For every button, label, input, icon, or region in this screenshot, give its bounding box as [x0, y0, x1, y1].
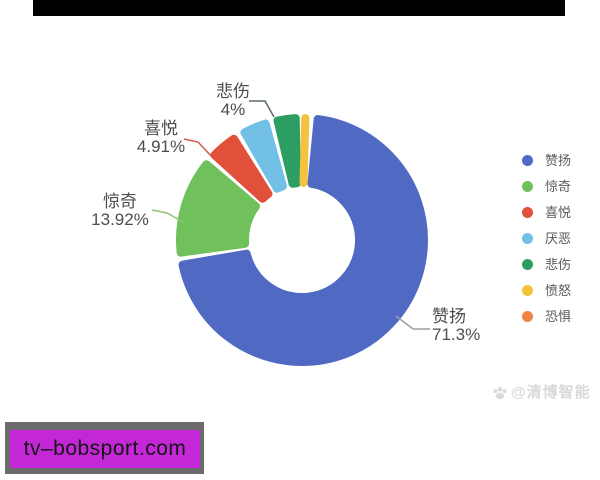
label-line-喜悦 [183, 138, 214, 159]
legend-label: 厌恶 [545, 231, 572, 246]
legend-label: 赞扬 [545, 153, 572, 168]
legend-item-惊奇[interactable]: 惊奇 [522, 180, 571, 193]
legend-label: 惊奇 [545, 179, 572, 194]
legend-swatch [522, 181, 533, 192]
legend-swatch [522, 155, 533, 166]
pie-slice-愤怒[interactable] [299, 114, 310, 188]
legend-swatch [522, 259, 533, 270]
legend-item-赞扬[interactable]: 赞扬 [522, 154, 571, 167]
pie-slice-喜悦[interactable] [210, 134, 273, 203]
legend-label: 悲伤 [545, 257, 572, 272]
legend-item-厌恶[interactable]: 厌恶 [522, 232, 571, 245]
label-surprise-name: 惊奇 [103, 192, 137, 211]
site-banner-inner: tv–bobsport.com [10, 430, 200, 468]
label-surprise: 惊奇 13.92% [75, 193, 165, 229]
label-surprise-value: 13.92% [91, 210, 149, 229]
legend-item-愤怒[interactable]: 愤怒 [522, 284, 571, 297]
pie-slice-惊奇[interactable] [176, 160, 261, 257]
site-banner: tv–bobsport.com [5, 422, 204, 474]
label-joy: 喜悦 4.91% [116, 120, 206, 156]
watermark-text: @清博智能 [511, 384, 591, 401]
label-sadness: 悲伤 4% [188, 83, 278, 119]
label-line-悲伤 [249, 100, 275, 118]
label-joy-value: 4.91% [136, 137, 186, 156]
top-black-bar [33, 0, 565, 16]
legend-label: 愤怒 [545, 283, 572, 298]
pie-slice-厌恶[interactable] [240, 119, 287, 193]
paw-icon [493, 387, 507, 400]
legend-item-喜悦[interactable]: 喜悦 [522, 206, 571, 219]
site-banner-text: tv–bobsport.com [23, 437, 187, 460]
legend-swatch [522, 285, 533, 296]
legend-swatch [522, 311, 533, 322]
legend-swatch [522, 233, 533, 244]
label-sadness-value: 4% [220, 100, 246, 119]
label-praise-value: 71.3% [432, 325, 481, 344]
legend-label: 恐惧 [545, 309, 572, 324]
chart-legend: 赞扬惊奇喜悦厌恶悲伤愤怒恐惧 [522, 154, 571, 323]
label-line-赞扬 [395, 315, 430, 330]
label-joy-name: 喜悦 [144, 119, 178, 138]
watermark: @清博智能 [492, 384, 591, 402]
label-line-惊奇 [151, 209, 186, 224]
pie-slice-悲伤[interactable] [273, 114, 301, 188]
legend-item-悲伤[interactable]: 悲伤 [522, 258, 571, 271]
label-sadness-name: 悲伤 [216, 82, 250, 101]
legend-item-恐惧[interactable]: 恐惧 [522, 310, 571, 323]
label-praise: 赞扬 71.3% [432, 308, 522, 344]
legend-label: 喜悦 [545, 205, 572, 220]
label-praise-name: 赞扬 [432, 307, 466, 326]
legend-swatch [522, 207, 533, 218]
pie-slice-赞扬[interactable] [178, 115, 428, 366]
